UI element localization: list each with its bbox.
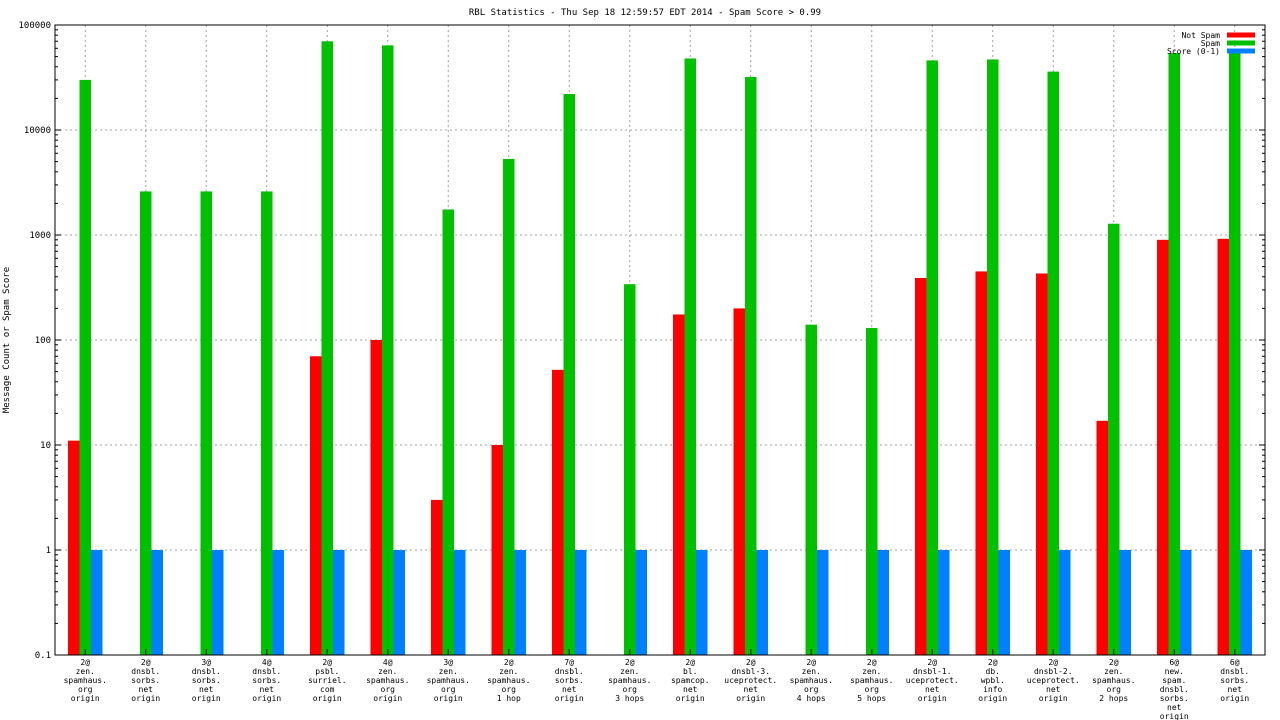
y-axis-ticks: 0.1 1 10 100 1000 10000 100000 (18, 21, 1265, 661)
bar-not-spam (431, 499, 443, 655)
bar-not-spam (491, 445, 503, 655)
bar-not-spam (1096, 420, 1108, 655)
bar-spam (926, 60, 938, 656)
bar-score-0-1 (1240, 550, 1252, 655)
bar-score-0-1 (575, 550, 587, 655)
bar-score-0-1 (91, 550, 103, 655)
bar-spam (1108, 223, 1120, 655)
legend-label: Not Spam (1181, 31, 1220, 40)
bar-not-spam (673, 314, 685, 655)
bar-not-spam (1036, 273, 1048, 655)
bar-spam (503, 158, 515, 655)
x-axis-labels: 2@ zen. spamhaus. org origin 2@ dnsbl. sorbs. ne… (64, 658, 1250, 720)
y-tick-label: 100 (35, 336, 51, 346)
x-category-label: 6@ new. spam. dnsbl. sorbs. net origin (1160, 658, 1189, 720)
legend-swatch (1227, 48, 1255, 54)
x-category-label: 3@ dnsbl. sorbs. net origin (192, 658, 221, 703)
bar-score-0-1 (1180, 550, 1192, 655)
y-tick-label: 1000 (29, 231, 51, 241)
x-category-label: 2@ dnsbl. sorbs. net origin (131, 658, 160, 703)
bar-score-0-1 (514, 550, 526, 655)
x-category-label: 2@ dnsbl-1. uceprotect. net origin (906, 658, 959, 703)
bar-spam (1047, 71, 1059, 655)
bar-score-0-1 (212, 550, 224, 655)
bar-spam (563, 94, 575, 656)
x-category-label: 2@ zen. spamhaus. org origin (64, 658, 107, 703)
x-category-label: 7@ dnsbl. sorbs. net origin (555, 658, 584, 703)
y-tick-label: 0.1 (35, 651, 51, 661)
bar-spam (261, 191, 273, 655)
bar-score-0-1 (817, 550, 829, 655)
x-category-label: 2@ psbl. surriel. com origin (308, 658, 347, 703)
bar-not-spam (370, 340, 382, 655)
legend-swatch (1227, 40, 1255, 46)
y-axis-label: Message Count or Spam Score (2, 267, 12, 413)
x-category-label: 2@ zen. spamhaus. org 4 hops (790, 658, 833, 703)
bar-not-spam (1157, 239, 1169, 655)
y-tick-label: 100000 (18, 21, 51, 31)
bar-spam (624, 284, 636, 655)
bar-spam (442, 209, 454, 655)
bar-not-spam (975, 271, 987, 655)
gridlines (55, 25, 1265, 655)
bar-spam (321, 41, 333, 655)
bar-not-spam (915, 277, 927, 655)
bar-score-0-1 (756, 550, 768, 655)
x-category-label: 3@ zen. spamhaus. org origin (427, 658, 470, 703)
legend-swatch (1227, 32, 1255, 38)
x-category-label: 4@ zen. spamhaus. org origin (366, 658, 409, 703)
x-category-label: 2@ db. wpbl. info origin (978, 658, 1007, 703)
x-category-label: 2@ dnsbl-2. uceprotect. net origin (1027, 658, 1080, 703)
bar-spam (805, 324, 817, 655)
bar-score-0-1 (1119, 550, 1131, 655)
x-category-label: 6@ dnsbl. sorbs. net origin (1220, 658, 1249, 703)
chart-title: RBL Statistics - Thu Sep 18 12:59:57 EDT… (469, 8, 821, 18)
bar-spam (1168, 53, 1180, 656)
bar-score-0-1 (393, 550, 405, 655)
bar-score-0-1 (272, 550, 284, 655)
bar-spam (866, 328, 878, 655)
bar-score-0-1 (333, 550, 345, 655)
legend-label: Spam (1201, 39, 1220, 48)
bar-not-spam (68, 440, 80, 655)
bar-spam (987, 59, 999, 655)
x-category-label: 2@ zen. spamhaus. org 1 hop (487, 658, 530, 703)
x-category-label: 2@ zen. spamhaus. org 3 hops (608, 658, 651, 703)
bar-not-spam (1217, 238, 1229, 655)
bar-score-0-1 (877, 550, 889, 655)
x-category-label: 2@ zen. spamhaus. org 5 hops (850, 658, 893, 703)
bar-score-0-1 (696, 550, 708, 655)
bar-score-0-1 (998, 550, 1010, 655)
legend-label: Score (0-1) (1167, 47, 1220, 56)
y-tick-label: 10 (40, 441, 51, 451)
x-category-label: 4@ dnsbl. sorbs. net origin (252, 658, 281, 703)
bar-spam (1229, 53, 1241, 656)
bar-spam (140, 191, 152, 655)
bar-spam (684, 58, 696, 656)
bar-spam (200, 191, 212, 655)
x-category-label: 2@ zen. spamhaus. org 2 hops (1092, 658, 1135, 703)
bar-not-spam (310, 356, 322, 655)
y-tick-label: 10000 (24, 126, 51, 136)
bar-score-0-1 (151, 550, 163, 655)
bar-score-0-1 (1059, 550, 1071, 655)
bar-not-spam (733, 308, 745, 655)
y-tick-label: 1 (46, 546, 51, 556)
bar-score-0-1 (635, 550, 647, 655)
bar-score-0-1 (454, 550, 466, 655)
x-category-label: 2@ bl. spamcop. net origin (671, 658, 710, 703)
bar-not-spam (552, 369, 564, 655)
bar-spam (79, 79, 91, 655)
bar-spam (382, 45, 394, 656)
bar-spam (745, 76, 757, 656)
x-category-label: 2@ dnsbl-3. uceprotect. net origin (724, 658, 777, 703)
bars (68, 41, 1252, 656)
bar-score-0-1 (938, 550, 950, 655)
